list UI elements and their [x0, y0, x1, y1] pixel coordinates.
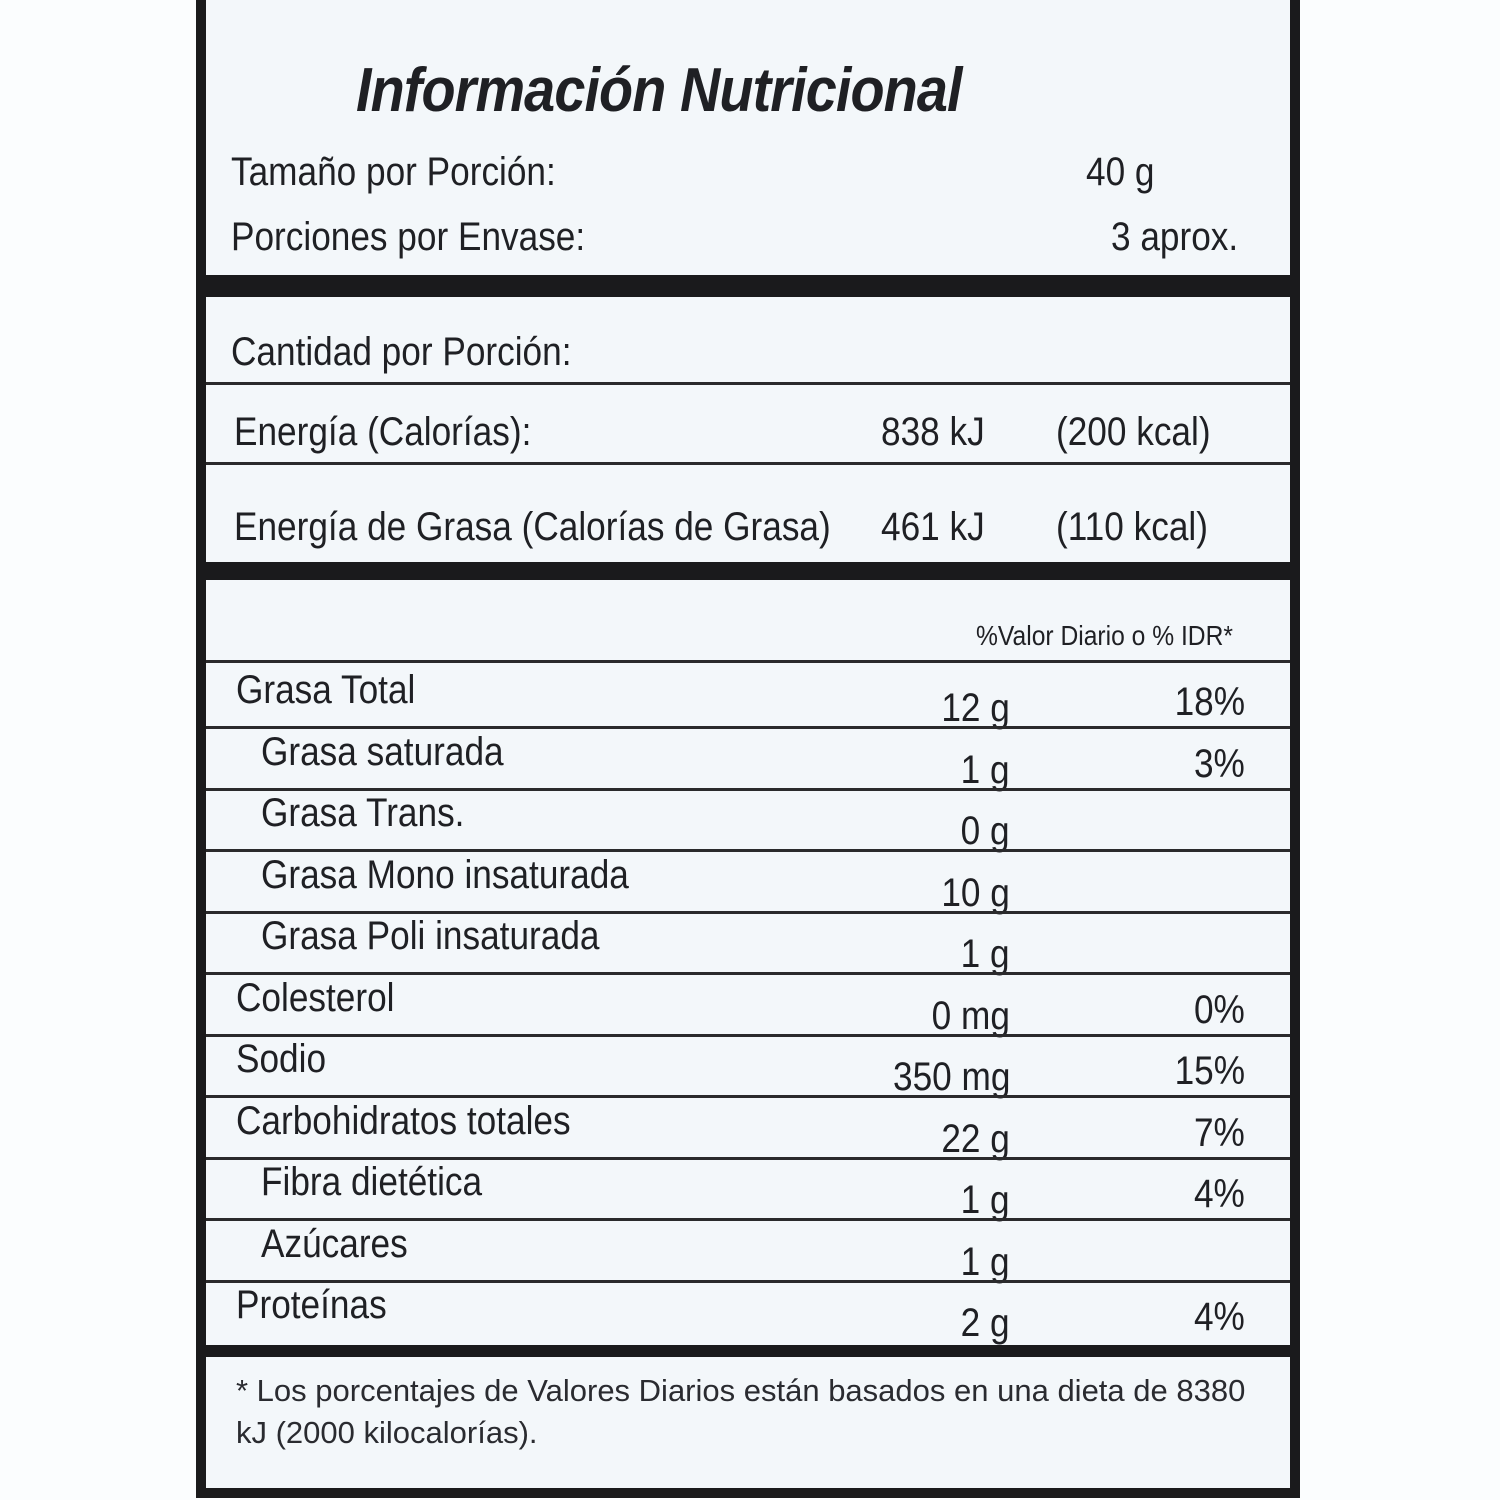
nutrient-daily-value: 4%	[1194, 1295, 1245, 1339]
nutrient-label: Grasa Mono insaturada	[261, 852, 629, 897]
nutrient-daily-value: 15%	[1174, 1049, 1245, 1093]
footnote: * Los porcentajes de Valores Diarios est…	[236, 1373, 1246, 1450]
divider	[206, 1095, 1290, 1098]
energy-kcal: (200 kcal)	[1056, 410, 1211, 454]
nutrient-label: Colesterol	[236, 975, 395, 1020]
nutrient-daily-value: 18%	[1174, 680, 1245, 724]
thick-divider	[206, 562, 1290, 580]
divider	[206, 1218, 1290, 1221]
divider	[206, 462, 1290, 465]
nutrient-label: Sodio	[236, 1037, 327, 1081]
nutrient-amount: 10 g	[941, 870, 1010, 915]
nutrient-label: Grasa Poli insaturada	[261, 914, 600, 958]
fat-energy-kj: 461 kJ	[881, 505, 985, 549]
nutrient-label: Grasa Total	[236, 668, 416, 712]
dv-header: %Valor Diario o % IDR*	[976, 620, 1233, 651]
nutrient-daily-value: 7%	[1194, 1110, 1245, 1155]
divider	[206, 1033, 1290, 1037]
nutrient-label: Azúcares	[261, 1221, 408, 1266]
nutrition-facts-label: Información Nutricional Tamaño por Porci…	[196, 0, 1300, 1498]
divider	[206, 660, 1290, 663]
nutrient-label: Proteínas	[236, 1283, 387, 1327]
label-title: Información Nutricional	[356, 56, 962, 125]
nutrient-amount: 1 g	[961, 747, 1010, 792]
fat-energy-kcal: (110 kcal)	[1056, 505, 1208, 549]
divider	[206, 787, 1290, 791]
energy-label: Energía (Calorías):	[234, 410, 532, 454]
divider	[206, 382, 1290, 385]
servings-value: 3 aprox.	[1111, 215, 1239, 259]
nutrient-amount: 0 g	[961, 809, 1010, 853]
nutrient-label: Carbohidratos totales	[236, 1098, 571, 1143]
nutrient-label: Grasa saturada	[261, 729, 504, 774]
nutrient-amount: 2 g	[961, 1301, 1010, 1345]
nutrient-amount: 1 g	[961, 932, 1010, 976]
divider	[206, 1156, 1290, 1160]
nutrient-amount: 0 mg	[931, 993, 1010, 1038]
nutrient-daily-value: 0%	[1194, 987, 1245, 1032]
servings-label: Porciones por Envase:	[231, 215, 586, 259]
divider	[206, 1279, 1290, 1283]
divider	[206, 972, 1290, 975]
energy-kj: 838 kJ	[881, 410, 985, 454]
amount-header: Cantidad por Porción:	[231, 330, 572, 374]
divider	[206, 849, 1290, 852]
nutrient-amount: 1 g	[961, 1178, 1010, 1222]
nutrient-amount: 12 g	[941, 686, 1010, 730]
fat-energy-label: Energía de Grasa (Calorías de Grasa)	[234, 505, 831, 549]
nutrient-amount: 22 g	[941, 1116, 1010, 1161]
divider	[206, 910, 1290, 914]
divider	[206, 726, 1290, 729]
nutrient-amount: 1 g	[961, 1239, 1010, 1284]
nutrient-daily-value: 3%	[1194, 741, 1245, 786]
thick-divider	[206, 275, 1290, 297]
thick-divider	[206, 1345, 1290, 1357]
nutrient-daily-value: 4%	[1194, 1172, 1245, 1216]
nutrient-label: Fibra dietética	[261, 1160, 483, 1204]
nutrient-label: Grasa Trans.	[261, 791, 465, 835]
serving-size-label: Tamaño por Porción:	[231, 150, 556, 194]
serving-size-value: 40 g	[1086, 150, 1155, 194]
nutrient-amount: 350 mg	[892, 1055, 1010, 1099]
